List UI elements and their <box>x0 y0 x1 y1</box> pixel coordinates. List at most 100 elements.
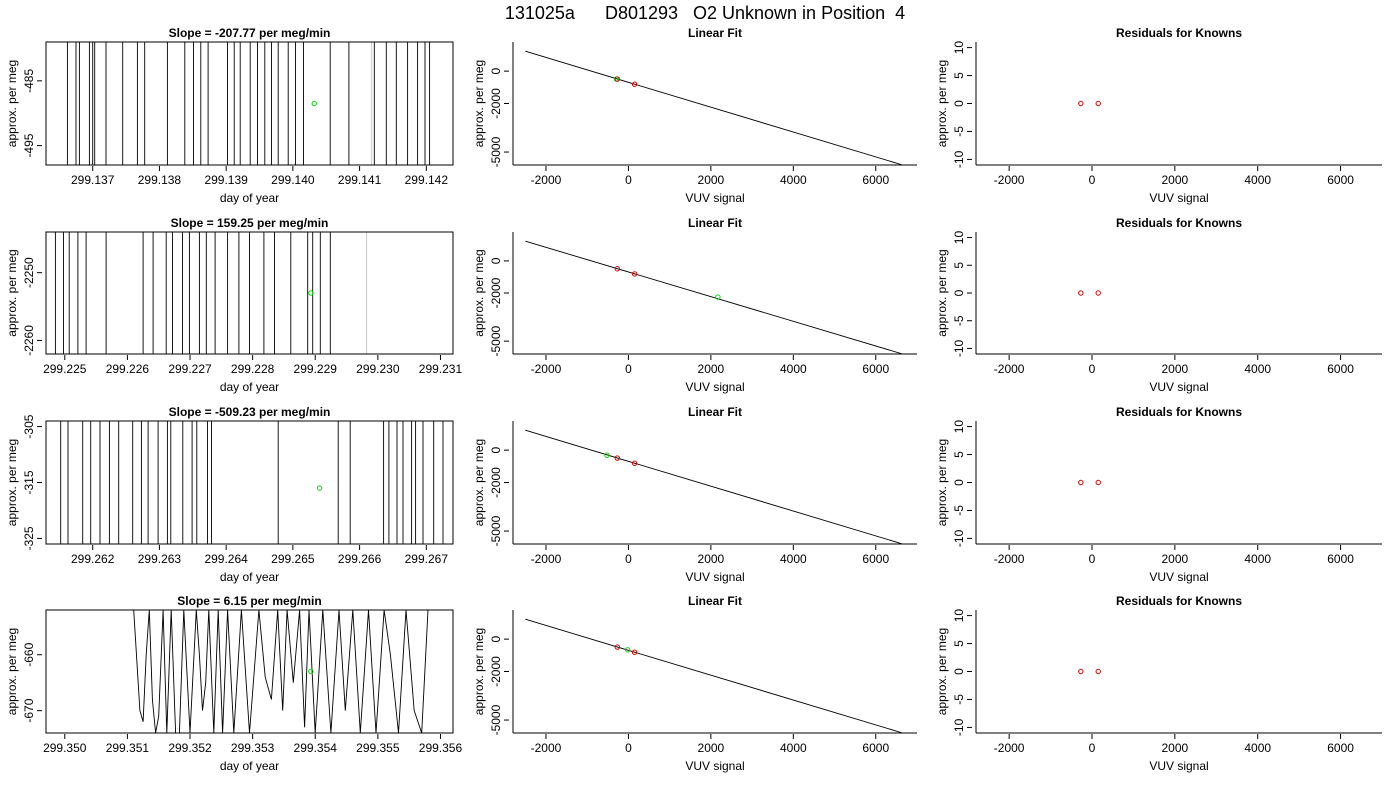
panel-title: Slope = 6.15 per meg/min <box>177 594 321 608</box>
plot-area <box>1078 100 1101 107</box>
x-tick-label: 4000 <box>780 173 807 187</box>
known-point <box>1078 668 1084 675</box>
y-tick-label: -2000 <box>489 277 503 308</box>
y-tick-label: -10 <box>952 529 966 547</box>
y-tick-label: -660 <box>22 642 36 666</box>
y-tick-label: -2000 <box>489 88 503 119</box>
y-tick-label: -10 <box>952 718 966 736</box>
x-tick-label: 0 <box>1089 741 1096 755</box>
chart-panel-r1c1: Slope = -207.77 per meg/min 299.137 299.13… <box>5 26 454 205</box>
unknown-marker <box>308 290 314 296</box>
y-axis-label: approx. per meg <box>472 628 486 715</box>
x-tick-label: 0 <box>625 741 632 755</box>
plot-area <box>525 50 903 165</box>
x-axis-label: day of year <box>220 191 279 205</box>
chart-panel-r2c1: Slope = 159.25 per meg/min 299.225 299.226… <box>5 216 462 394</box>
plot-area <box>60 421 444 544</box>
panel-title: Slope = -509.23 per meg/min <box>169 405 331 419</box>
x-tick-label: -2000 <box>531 741 562 755</box>
x-tick-label: -2000 <box>531 552 562 566</box>
x-axis-label: VUV signal <box>1149 191 1208 205</box>
plot-area <box>525 618 903 733</box>
x-tick-label: 299.226 <box>106 362 150 376</box>
y-axis-label: approx. per meg <box>5 249 19 336</box>
x-axis-label: VUV signal <box>685 570 744 584</box>
chart-panel-r3c1: Slope = -509.23 per meg/min 299.262 299.26… <box>5 405 454 584</box>
y-tick-label: -2260 <box>22 325 36 356</box>
y-tick-label: 10 <box>952 609 966 623</box>
x-tick-label: -2000 <box>994 173 1025 187</box>
x-tick-label: 6000 <box>862 741 889 755</box>
x-tick-label: -2000 <box>994 552 1025 566</box>
plot-area <box>525 429 903 544</box>
x-axis-label: VUV signal <box>1149 380 1208 394</box>
x-tick-label: 2000 <box>1162 362 1189 376</box>
chart-panel-r4c1: Slope = 6.15 per meg/min 299.350 299.351 29… <box>5 594 462 773</box>
x-tick-label: 299.140 <box>271 173 315 187</box>
x-tick-label: 299.351 <box>106 741 150 755</box>
known-point <box>1078 100 1084 107</box>
panel-title: Linear Fit <box>688 405 742 419</box>
x-tick-label: 299.142 <box>405 173 449 187</box>
y-axis-label: approx. per meg <box>472 60 486 147</box>
x-tick-label: -2000 <box>531 173 562 187</box>
y-tick-label: 10 <box>952 41 966 55</box>
y-tick-label: -5 <box>952 694 966 705</box>
panel-title: Residuals for Knowns <box>1116 594 1242 608</box>
y-tick-label: -5 <box>952 505 966 516</box>
y-tick-label: -5 <box>952 126 966 137</box>
fit-line <box>525 618 903 733</box>
y-axis-label: approx. per meg <box>935 628 949 715</box>
fit-line <box>525 50 903 165</box>
chart-panel-r3c2: Linear Fit -2000 0 2000 4000 6000 VUV signal 0 -… <box>472 405 917 584</box>
x-tick-label: 4000 <box>1244 173 1271 187</box>
y-tick-label: -5000 <box>489 136 503 167</box>
x-tick-label: 2000 <box>698 173 725 187</box>
fit-line <box>525 429 903 544</box>
x-tick-label: 299.139 <box>204 173 248 187</box>
y-tick-label: -5 <box>952 315 966 326</box>
y-tick-label: 0 <box>489 635 503 642</box>
x-tick-label: 299.231 <box>419 362 463 376</box>
y-tick-label: -315 <box>22 470 36 494</box>
x-tick-label: 0 <box>625 552 632 566</box>
y-tick-label: 0 <box>489 446 503 453</box>
unknown-point <box>624 647 631 653</box>
x-tick-label: 2000 <box>698 362 725 376</box>
x-tick-label: 299.229 <box>294 362 338 376</box>
x-axis-label: VUV signal <box>685 191 744 205</box>
x-tick-label: 2000 <box>1162 741 1189 755</box>
chart-panel-r3c3: Residuals for Knowns -2000 0 2000 4000 6000 VU… <box>935 405 1382 584</box>
unknown-point <box>715 294 721 300</box>
y-tick-label: -5000 <box>489 704 503 735</box>
y-tick-label: 10 <box>952 420 966 434</box>
x-axis-label: VUV signal <box>1149 759 1208 773</box>
y-tick-label: -305 <box>22 414 36 438</box>
known-point <box>631 460 638 466</box>
chart-panel-r4c2: Linear Fit -2000 0 2000 4000 6000 VUV signal 0 -… <box>472 594 917 773</box>
y-tick-label: 0 <box>489 257 503 264</box>
x-tick-label: 2000 <box>1162 552 1189 566</box>
x-tick-label: 299.356 <box>419 741 463 755</box>
known-point <box>631 649 638 655</box>
y-tick-label: 10 <box>952 231 966 245</box>
known-point <box>631 271 638 277</box>
chart-panel-r1c3: Residuals for Knowns -2000 0 2000 4000 6000 VU… <box>935 26 1382 205</box>
x-tick-label: 2000 <box>1162 173 1189 187</box>
plot-frame <box>45 41 454 166</box>
y-axis-label: approx. per meg <box>935 249 949 336</box>
y-tick-label: 5 <box>952 451 966 458</box>
plot-area <box>1078 668 1101 675</box>
x-tick-label: 4000 <box>1244 362 1271 376</box>
plot-area <box>54 232 368 354</box>
x-tick-label: 299.266 <box>338 552 382 566</box>
x-axis-label: day of year <box>220 570 279 584</box>
x-axis-label: VUV signal <box>685 759 744 773</box>
fit-line <box>525 240 903 354</box>
x-tick-label: 4000 <box>780 741 807 755</box>
panel-title: Residuals for Knowns <box>1116 405 1242 419</box>
x-tick-label: -2000 <box>994 362 1025 376</box>
x-tick-label: 0 <box>625 362 632 376</box>
panel-title: Slope = 159.25 per meg/min <box>171 216 329 230</box>
x-tick-label: 0 <box>1089 552 1096 566</box>
